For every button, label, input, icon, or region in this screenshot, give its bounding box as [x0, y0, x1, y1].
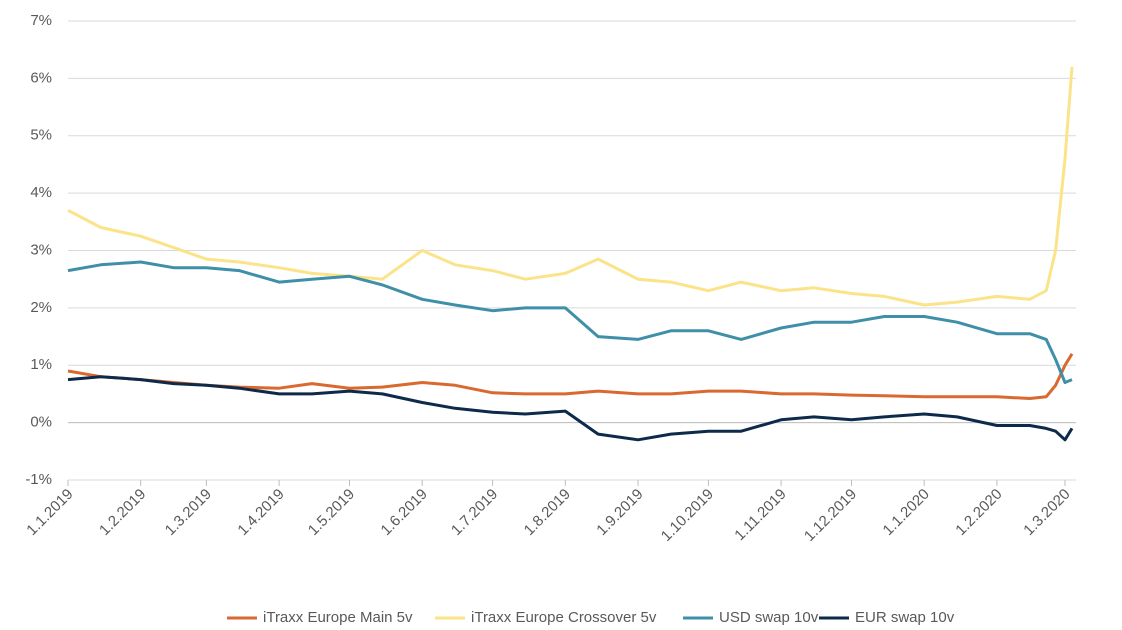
x-tick-label: 1.5.2019 [305, 486, 358, 539]
legend-label: iTraxx Europe Main 5v [263, 609, 413, 626]
y-tick-label: 2% [30, 299, 52, 316]
legend: iTraxx Europe Main 5v iTraxx Europe Cross… [227, 609, 955, 626]
x-tick-label: 1.2.2019 [96, 486, 149, 539]
y-tick-label: 6% [30, 69, 52, 86]
x-tick-label: 1.1.2020 [880, 486, 933, 539]
y-tick-label: 5% [30, 127, 52, 144]
y-tick-label: 7% [30, 12, 52, 29]
legend-label: USD swap 10v [719, 609, 819, 626]
y-tick-label: 3% [30, 241, 52, 258]
y-tick-label: 1% [30, 356, 52, 373]
x-tick-label: 1.1.2019 [23, 486, 76, 539]
series-line [67, 353, 1074, 400]
x-tick-label: 1.7.2019 [448, 486, 501, 539]
y-tick-label: 4% [30, 184, 52, 201]
series-line [67, 66, 1074, 307]
y-tick-label: 0% [30, 414, 52, 431]
series-line [67, 260, 1073, 384]
series-line [67, 375, 1074, 442]
x-tick-label: 1.9.2019 [593, 486, 646, 539]
x-tick-label: 1.4.2019 [234, 486, 287, 539]
x-tick-label: 1.2.2020 [952, 486, 1005, 539]
x-tick-label: 1.3.2019 [162, 486, 215, 539]
x-tick-label: 1.8.2019 [521, 486, 574, 539]
x-tick-label: 1.12.2019 [801, 486, 860, 545]
x-tick-label: 1.3.2020 [1020, 486, 1073, 539]
x-tick-label: 1.11.2019 [731, 486, 789, 544]
x-tick-label: 1.6.2019 [378, 486, 431, 539]
legend-label: EUR swap 10v [855, 609, 955, 626]
x-tick-label: 1.10.2019 [658, 486, 717, 545]
legend-label: iTraxx Europe Crossover 5v [471, 609, 657, 626]
y-tick-label: -1% [25, 471, 52, 488]
